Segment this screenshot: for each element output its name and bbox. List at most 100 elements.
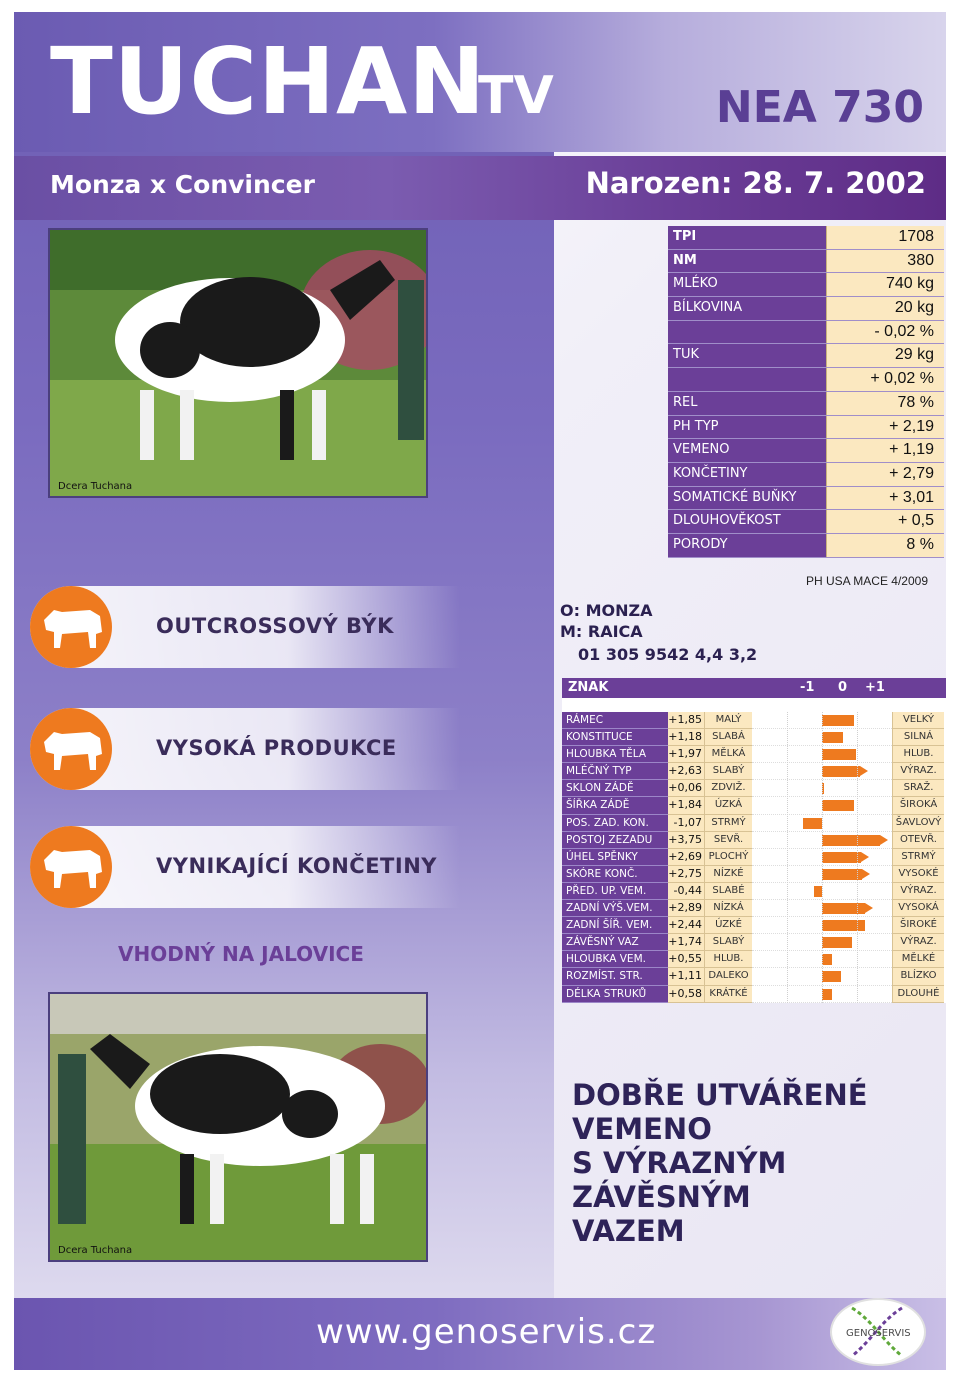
trait-header: ZNAK	[568, 680, 609, 695]
trait-value: +1,74	[668, 934, 704, 952]
trait-bar	[822, 766, 861, 778]
trait-name: HLOUBKA VEM.	[562, 951, 668, 969]
stats-value: + 2,19	[826, 415, 944, 439]
bull-icon	[30, 586, 112, 668]
stats-row: BÍLKOVINA 20 kg	[668, 297, 944, 321]
type-row: ZADNÍ VÝŠ.VEM. +2,89 NÍZKÁ VYSOKÁ	[562, 900, 946, 918]
type-row: DÉLKA STRUKŮ +0,58 KRÁTKÉ DLOUHÉ	[562, 985, 946, 1003]
stats-label: REL	[668, 391, 826, 415]
trait-bar	[822, 868, 863, 880]
trait-value: +2,63	[668, 763, 704, 781]
headline-line: VAZEM	[572, 1214, 685, 1248]
trait-low-label: DALEKO	[704, 968, 752, 986]
trait-high-label: HLUB.	[892, 746, 944, 764]
stats-value: 380	[826, 249, 944, 273]
trait-value: +2,44	[668, 917, 704, 935]
stats-label: PORODY	[668, 533, 826, 557]
trait-high-label: VÝRAZ.	[892, 763, 944, 781]
feature-production: VYSOKÁ PRODUKCE	[30, 708, 460, 790]
genoservis-logo: GENOSERVIS	[830, 1298, 926, 1366]
trait-value: +0,06	[668, 780, 704, 798]
trait-name: KONSTITUCE	[562, 729, 668, 747]
trait-bar	[822, 800, 855, 812]
trait-value: +1,85	[668, 712, 704, 730]
trait-name: SKÓRE KONČ.	[562, 865, 668, 883]
trait-low-label: SEVŘ.	[704, 831, 752, 849]
birth-date: Narozen: 28. 7. 2002	[585, 166, 926, 200]
pedigree-bar	[14, 156, 946, 220]
stats-value: 20 kg	[826, 297, 944, 320]
trait-bar	[822, 954, 832, 966]
photo-caption: Dcera Tuchana	[58, 481, 133, 492]
stats-row: VEMENO + 1,19	[668, 439, 944, 463]
trait-bar	[803, 817, 822, 829]
trait-bar-arrow	[861, 851, 870, 862]
trait-value: +1,84	[668, 797, 704, 815]
stats-value: + 0,5	[826, 510, 944, 533]
trait-value: +2,69	[668, 848, 704, 866]
chart-gridline	[822, 712, 823, 1003]
type-row: POSTOJ ZEZADU +3,75 SEVŘ. OTEVŘ.	[562, 831, 946, 849]
stats-row: DLOUHOVĚKOST + 0,5	[668, 510, 944, 534]
trait-high-label: DLOUHÉ	[892, 985, 944, 1003]
trait-high-label: MĚLKÉ	[892, 951, 944, 969]
scale-minus: -1	[800, 680, 815, 695]
trait-low-label: HLUB.	[704, 951, 752, 969]
stats-value: + 0,02 %	[826, 368, 944, 391]
website-link[interactable]: www.genoservis.cz	[316, 1312, 657, 1352]
trait-bar	[822, 732, 843, 744]
trait-bar-arrow	[864, 903, 873, 914]
type-chart-body: RÁMEC +1,85 MALÝ VELKÝ KONSTITUCE +1,18 SLABÁ S…	[562, 698, 946, 1003]
production-stats-table: TPI 1708 NM 380 MLÉKO 740 kg BÍLKOVINA 20 kg - 0…	[668, 226, 944, 558]
feature-label: VYSOKÁ PRODUKCE	[156, 736, 397, 760]
trait-name: ROZMÍST. STR.	[562, 968, 668, 986]
trait-bar-arrow	[862, 868, 871, 879]
trait-high-label: ŠIROKÁ	[892, 797, 944, 815]
feature-legs: VYNIKAJÍCÍ KONČETINY	[30, 826, 460, 908]
pedigree: Monza x Convincer	[50, 170, 315, 199]
stats-row: NM 380	[668, 249, 944, 274]
trait-bar	[822, 783, 824, 795]
trait-low-label: PLOCHÝ	[704, 848, 752, 866]
type-row: ZÁVĚSNÝ VAZ +1,74 SLABÝ VÝRAZ.	[562, 934, 946, 952]
type-row: ŠÍŘKA ZÁDĚ +1,84 ÚZKÁ ŠIROKÁ	[562, 797, 946, 815]
chart-gridline	[857, 712, 858, 1003]
parents-block: O: MONZA M: RAICA 01 305 9542 4,4 3,2	[560, 600, 757, 665]
trait-high-label: STRMÝ	[892, 848, 944, 866]
trait-bar	[822, 971, 842, 983]
sire: O: MONZA	[560, 601, 653, 620]
stats-value: 740 kg	[826, 273, 944, 297]
feature-outcross: OUTCROSSOVÝ BÝK	[30, 586, 460, 668]
udder-headline: DOBŘE UTVÁŘENÉ VEMENO S VÝRAZNÝM ZÁVĚSNÝ…	[572, 1078, 946, 1248]
stats-label: MLÉKO	[668, 273, 826, 297]
trait-value: +1,11	[668, 968, 704, 986]
bull-name: TUCHAN	[50, 28, 487, 135]
scale-zero: 0	[838, 680, 848, 695]
trait-value: +1,18	[668, 729, 704, 747]
trait-high-label: VELKÝ	[892, 712, 944, 730]
trait-low-label: SLABÝ	[704, 934, 752, 952]
trait-low-label: ÚZKÁ	[704, 797, 752, 815]
trait-name: POSTOJ ZEZADU	[562, 831, 668, 849]
stats-row: PORODY 8 %	[668, 533, 944, 558]
trait-value: +2,75	[668, 865, 704, 883]
trait-high-label: SILNÁ	[892, 729, 944, 747]
bull-icon	[30, 708, 112, 790]
stats-row: - 0,02 %	[668, 320, 944, 345]
trait-low-label: NÍZKÉ	[704, 865, 752, 883]
type-row: SKÓRE KONČ. +2,75 NÍZKÉ VYSOKÉ	[562, 865, 946, 883]
trait-bar	[822, 749, 857, 761]
stats-value: 78 %	[826, 391, 944, 415]
type-row: RÁMEC +1,85 MALÝ VELKÝ	[562, 712, 946, 730]
type-row: ROZMÍST. STR. +1,11 DALEKO BLÍZKO	[562, 968, 946, 986]
trait-name: RÁMEC	[562, 712, 668, 730]
stats-label: TPI	[668, 226, 826, 249]
trait-low-label: ÚZKÉ	[704, 917, 752, 935]
trait-high-label: VYSOKÁ	[892, 900, 944, 918]
stats-label	[668, 368, 826, 391]
type-row: PŘED. UP. VEM. -0,44 SLABÉ VÝRAZ.	[562, 882, 946, 901]
trait-high-label: ŠIROKÉ	[892, 917, 944, 935]
type-row: ZADNÍ ŠÍŘ. VEM. +2,44 ÚZKÉ ŠIROKÉ	[562, 917, 946, 935]
trait-value: +2,89	[668, 900, 704, 918]
stats-label: PH TYP	[668, 415, 826, 439]
